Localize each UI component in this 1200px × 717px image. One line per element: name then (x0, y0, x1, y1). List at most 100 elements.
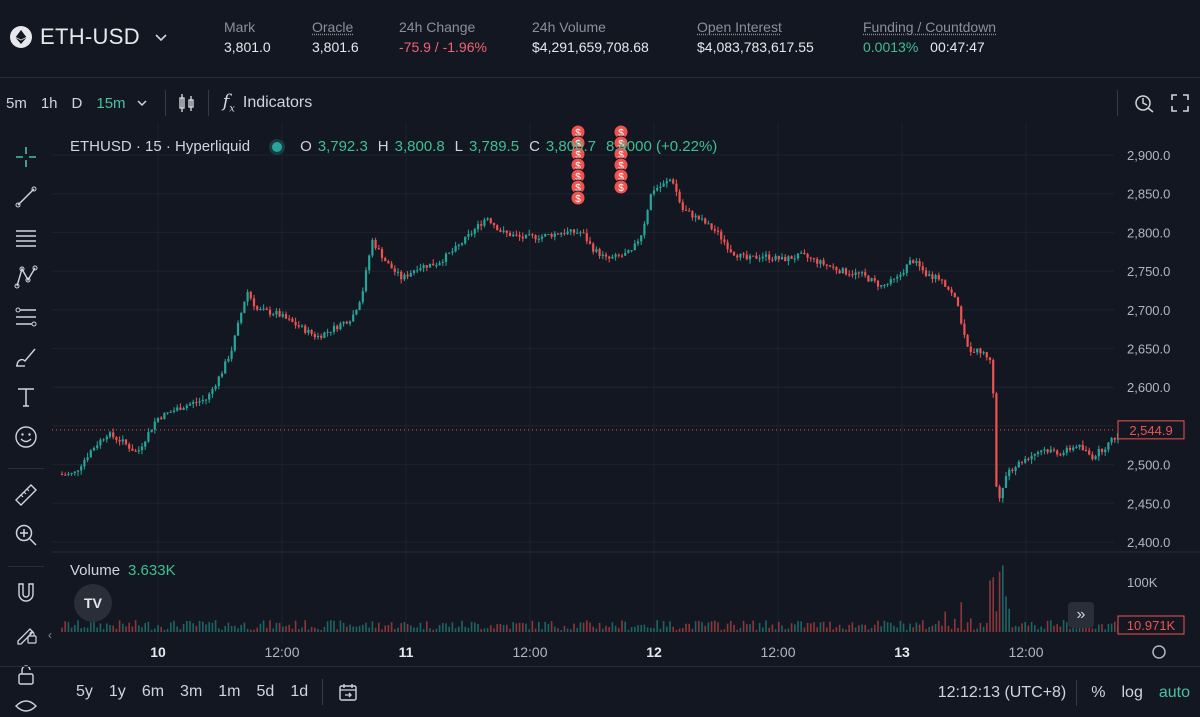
candle-body (467, 234, 470, 237)
volume-bar (61, 627, 63, 632)
indicators-button[interactable]: fx Indicators (219, 91, 313, 115)
candle-body (1052, 449, 1056, 451)
candle-body (876, 280, 880, 287)
candle-body (422, 265, 425, 269)
volume-bar (653, 628, 655, 632)
volume-bar (685, 623, 687, 632)
range-1d[interactable]: 1d (290, 683, 309, 700)
candle-body (720, 231, 723, 240)
candle-body (1113, 437, 1116, 440)
log-scale-toggle[interactable]: log (1121, 683, 1143, 701)
volume-bar (877, 620, 879, 632)
range-3m[interactable]: 3m (180, 683, 203, 700)
candle-body (214, 386, 217, 390)
volume-bar (730, 620, 732, 632)
percent-scale-toggle[interactable]: % (1091, 683, 1106, 701)
range-1m[interactable]: 1m (218, 683, 241, 700)
volume-bar (637, 625, 639, 632)
stat-label[interactable]: Open Interest (697, 19, 782, 35)
range-1y[interactable]: 1y (108, 683, 126, 700)
volume-bar (186, 620, 188, 632)
candle-body (201, 399, 204, 402)
clock-time[interactable]: 12:12:13 (UTC+8) (937, 683, 1067, 701)
timeframe-15m[interactable]: 15m (96, 94, 126, 112)
volume-bar (221, 629, 223, 632)
volume-bar (224, 626, 226, 632)
range-6m[interactable]: 6m (141, 683, 165, 700)
candle-body (368, 255, 371, 271)
emoji-icon[interactable] (11, 422, 41, 452)
candle-body (1062, 452, 1065, 455)
lock-drawings-icon[interactable] (11, 618, 41, 648)
candle-body (288, 318, 291, 320)
stat-label[interactable]: Funding / Countdown (863, 19, 997, 35)
volume-bar (1056, 624, 1058, 632)
calendar-goto-icon[interactable] (337, 681, 359, 703)
candle-body (614, 254, 617, 257)
candle-body (99, 439, 102, 446)
pattern-icon[interactable] (11, 262, 41, 292)
volume-bar (662, 621, 665, 632)
volume-bar (1046, 620, 1049, 632)
volume-bar (330, 620, 332, 632)
range-5y[interactable]: 5y (76, 683, 93, 700)
volume-bar (77, 620, 79, 632)
volume-bar (778, 621, 780, 632)
candle-body (595, 249, 598, 252)
candle-body (1001, 487, 1004, 499)
volume-bar (640, 625, 642, 632)
fib-retracement-icon[interactable] (11, 302, 41, 332)
timeframe-1h[interactable]: 1h (40, 94, 58, 112)
volume-bar (86, 627, 89, 632)
magnet-icon[interactable] (11, 578, 41, 608)
tradingview-logo[interactable]: TV (74, 584, 112, 622)
volume-bar (176, 626, 178, 632)
chevron-down-icon[interactable] (135, 96, 149, 110)
chevron-left-icon[interactable]: ‹ (48, 628, 52, 642)
candle-body (912, 260, 915, 264)
price-chart[interactable]: 2,900.0 2,850.0 2,800.0 2,750.0 2,700.0 2,650… (52, 122, 1200, 666)
brush-icon[interactable] (11, 342, 41, 372)
candle-body (649, 194, 652, 211)
trend-line-icon[interactable] (11, 182, 41, 212)
crosshair-icon[interactable] (11, 142, 41, 172)
candle-body (73, 471, 76, 474)
scroll-to-realtime-button[interactable]: » (1068, 602, 1094, 628)
screenshot-icon[interactable] (1128, 92, 1160, 114)
volume-bar (717, 622, 719, 632)
settings-gear-icon[interactable] (1152, 645, 1166, 659)
volume-bar (634, 626, 636, 632)
volume-bar (291, 628, 294, 632)
range-5d[interactable]: 5d (256, 683, 275, 700)
candle-body (924, 270, 928, 276)
market-selector[interactable]: ETH-USD (10, 24, 168, 50)
candle-body (281, 314, 284, 317)
ruler-icon[interactable] (11, 480, 41, 510)
volume-bar (960, 602, 962, 632)
auto-scale-toggle[interactable]: auto (1158, 683, 1190, 701)
chart-area[interactable]: 2,900.0 2,850.0 2,800.0 2,750.0 2,700.0 2,650… (52, 122, 1200, 666)
eye-icon[interactable] (11, 695, 41, 717)
candle-body (928, 274, 931, 276)
candle-body (102, 439, 105, 441)
volume-bar (646, 627, 649, 632)
chart-type-button[interactable] (176, 92, 198, 114)
zoom-in-icon[interactable] (11, 520, 41, 550)
volume-bar (1005, 596, 1007, 632)
trade-marker-label: $ (618, 150, 624, 161)
candle-body (787, 256, 790, 262)
fullscreen-icon[interactable] (1160, 93, 1200, 113)
candle-body (294, 321, 297, 326)
timeframe-d[interactable]: D (71, 94, 83, 112)
timeframe-5m[interactable]: 5m (6, 94, 27, 112)
candle-body (742, 253, 745, 255)
candle-body (700, 218, 704, 220)
volume-bar (1107, 623, 1110, 632)
volume-bar (352, 626, 354, 632)
text-icon[interactable] (11, 382, 41, 412)
candle-body (358, 302, 361, 310)
horizontal-lines-icon[interactable] (11, 222, 41, 252)
price-tick-label: 2,750.0 (1127, 264, 1170, 279)
stat-label[interactable]: Oracle (312, 19, 354, 35)
volume-bar (147, 621, 150, 632)
